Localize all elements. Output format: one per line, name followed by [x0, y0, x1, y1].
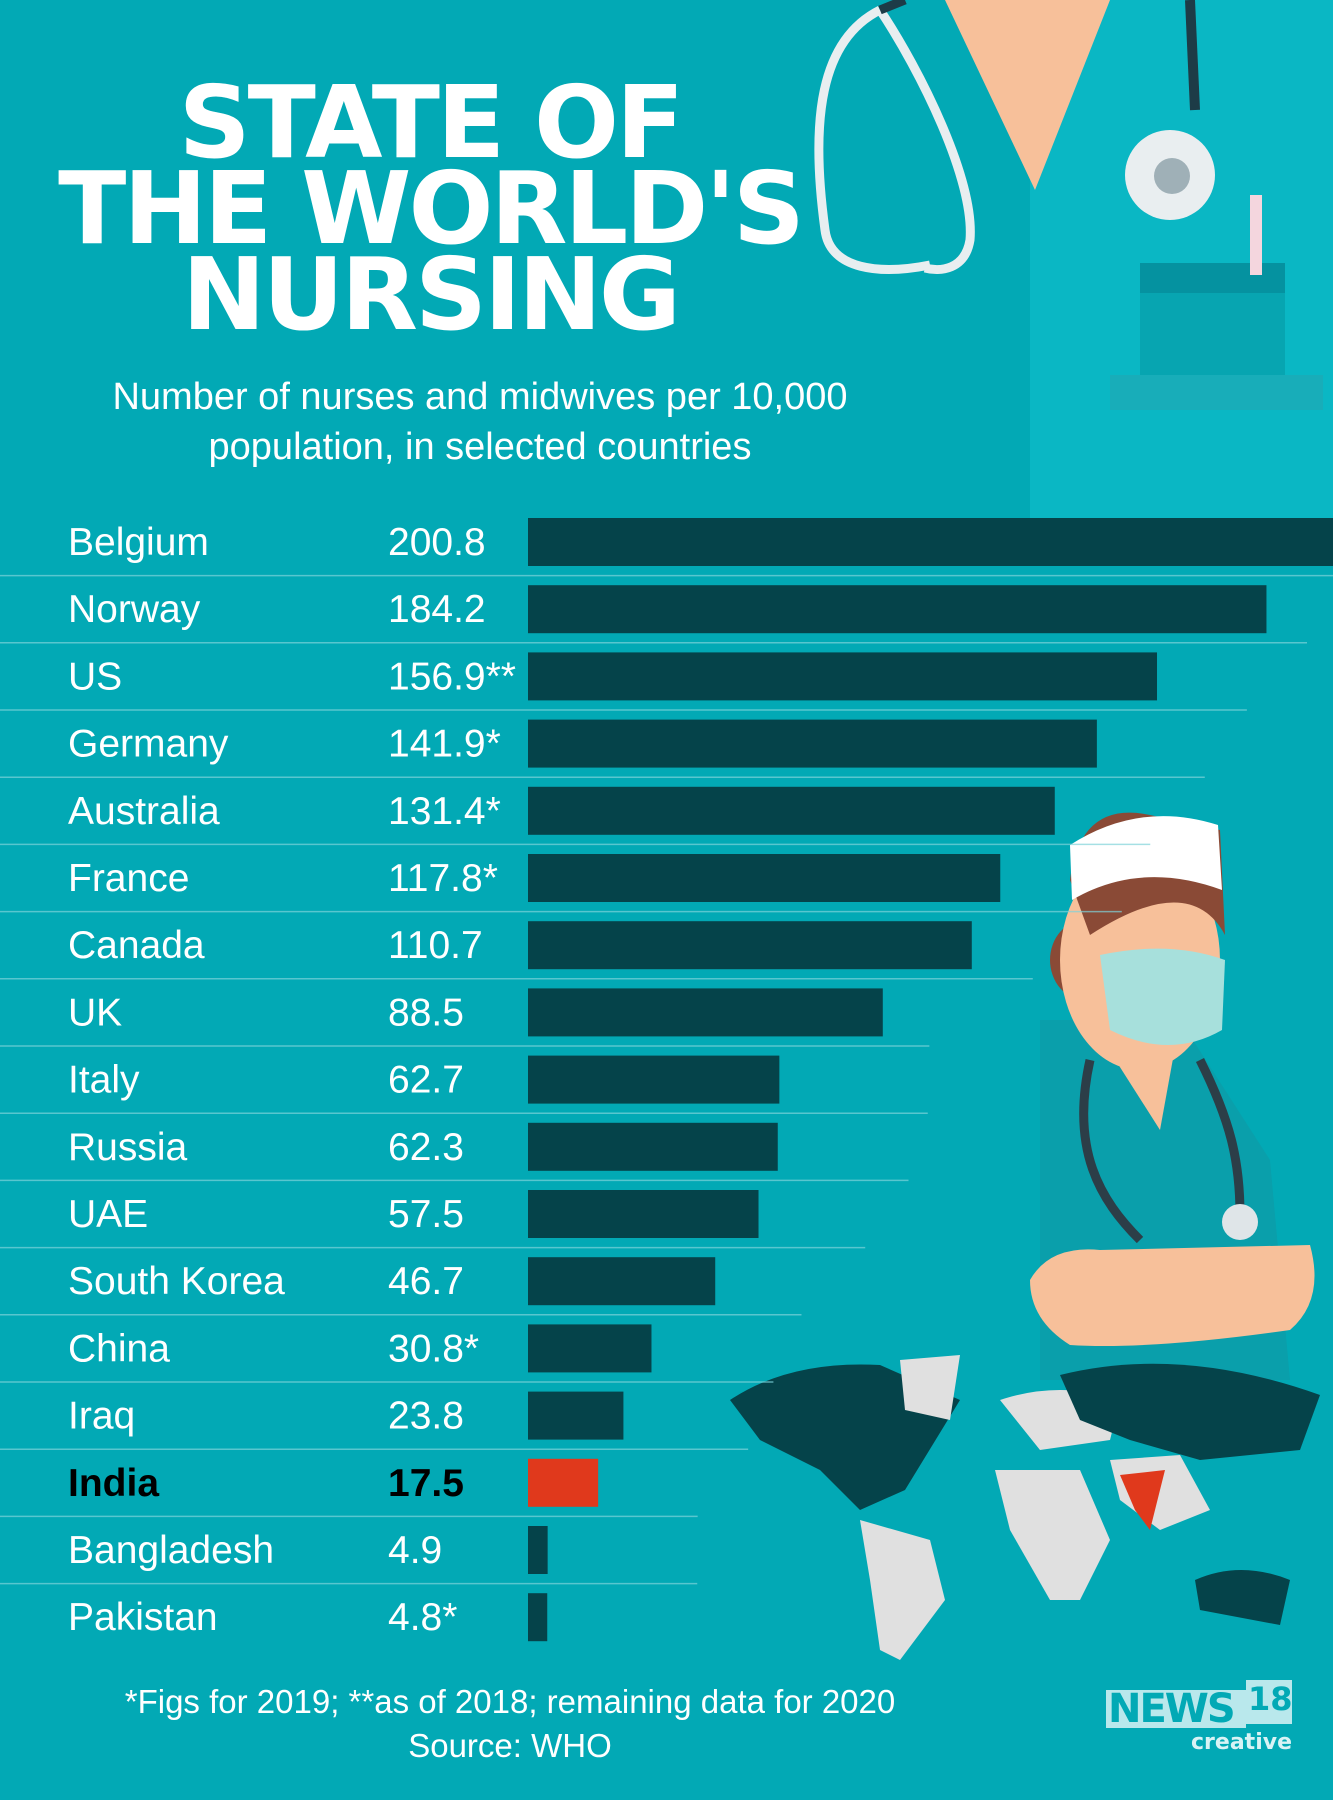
value-label: 4.8*: [388, 1596, 457, 1639]
logo-number: 18: [1248, 1680, 1293, 1718]
category-label: Italy: [68, 1059, 140, 1102]
category-label: US: [68, 655, 122, 698]
category-label: Norway: [68, 588, 201, 631]
value-label: 62.7: [388, 1059, 464, 1102]
bar: [528, 1526, 548, 1574]
bar: [528, 1122, 778, 1171]
category-label: Germany: [68, 723, 229, 766]
title-line: NURSING: [182, 236, 681, 353]
bar: [528, 1190, 759, 1238]
bar: [528, 1257, 716, 1306]
chart-subtitle: Number of nurses and midwives per 10,000…: [30, 372, 930, 472]
category-label: Belgium: [68, 521, 209, 564]
bar: [528, 585, 1267, 634]
news18-logo: NEWS 18 creative: [1106, 1680, 1293, 1756]
category-label: Australia: [68, 790, 220, 833]
category-label: Bangladesh: [68, 1529, 274, 1572]
value-label: 200.8: [388, 521, 486, 564]
value-label: 57.5: [388, 1193, 464, 1236]
value-label: 184.2: [388, 588, 486, 631]
category-label: Russia: [68, 1126, 188, 1169]
subtitle-line: population, in selected countries: [208, 426, 752, 468]
value-label: 110.7: [388, 924, 483, 967]
bar: [528, 1593, 548, 1642]
category-label: France: [68, 857, 189, 900]
bar: [528, 854, 1001, 902]
source: Source: WHO: [408, 1727, 612, 1764]
bar: [528, 652, 1158, 701]
bar: [528, 786, 1055, 835]
value-label: 23.8: [388, 1395, 464, 1438]
category-label: Iraq: [68, 1395, 135, 1438]
category-label: South Korea: [68, 1260, 285, 1303]
bar: [528, 1458, 599, 1507]
value-label: 131.4*: [388, 790, 501, 833]
value-label: 156.9**: [388, 655, 516, 698]
footnote: *Figs for 2019; **as of 2018; remaining …: [124, 1683, 896, 1720]
subtitle-line: Number of nurses and midwives per 10,000: [112, 376, 848, 418]
category-label: India: [68, 1462, 159, 1505]
bar: [528, 921, 972, 970]
bar: [528, 518, 1333, 566]
category-label: Pakistan: [68, 1596, 218, 1639]
logo-brand: NEWS: [1108, 1686, 1236, 1732]
value-label: 4.9: [388, 1529, 442, 1572]
bar: [528, 719, 1097, 768]
title-line: THE WORLD'S: [58, 150, 805, 267]
bar: [528, 1391, 624, 1440]
category-label: UAE: [68, 1193, 148, 1236]
value-label: 30.8*: [388, 1327, 479, 1370]
value-label: 46.7: [388, 1260, 464, 1303]
category-label: UK: [68, 991, 122, 1034]
bar: [528, 1324, 652, 1373]
value-label: 88.5: [388, 991, 464, 1034]
category-label: Canada: [68, 924, 205, 967]
footer: *Figs for 2019; **as of 2018; remaining …: [60, 1680, 960, 1768]
value-label: 17.5: [388, 1462, 464, 1505]
logo-sub: creative: [1191, 1730, 1292, 1755]
category-label: China: [68, 1327, 170, 1370]
title-line: STATE OF: [178, 64, 685, 181]
value-label: 62.3: [388, 1126, 464, 1169]
bar: [528, 1055, 780, 1104]
value-label: 117.8*: [388, 857, 498, 900]
bar: [528, 988, 883, 1037]
chart-title: STATE OF THE WORLD'S NURSING: [40, 64, 820, 353]
value-label: 141.9*: [388, 723, 501, 766]
